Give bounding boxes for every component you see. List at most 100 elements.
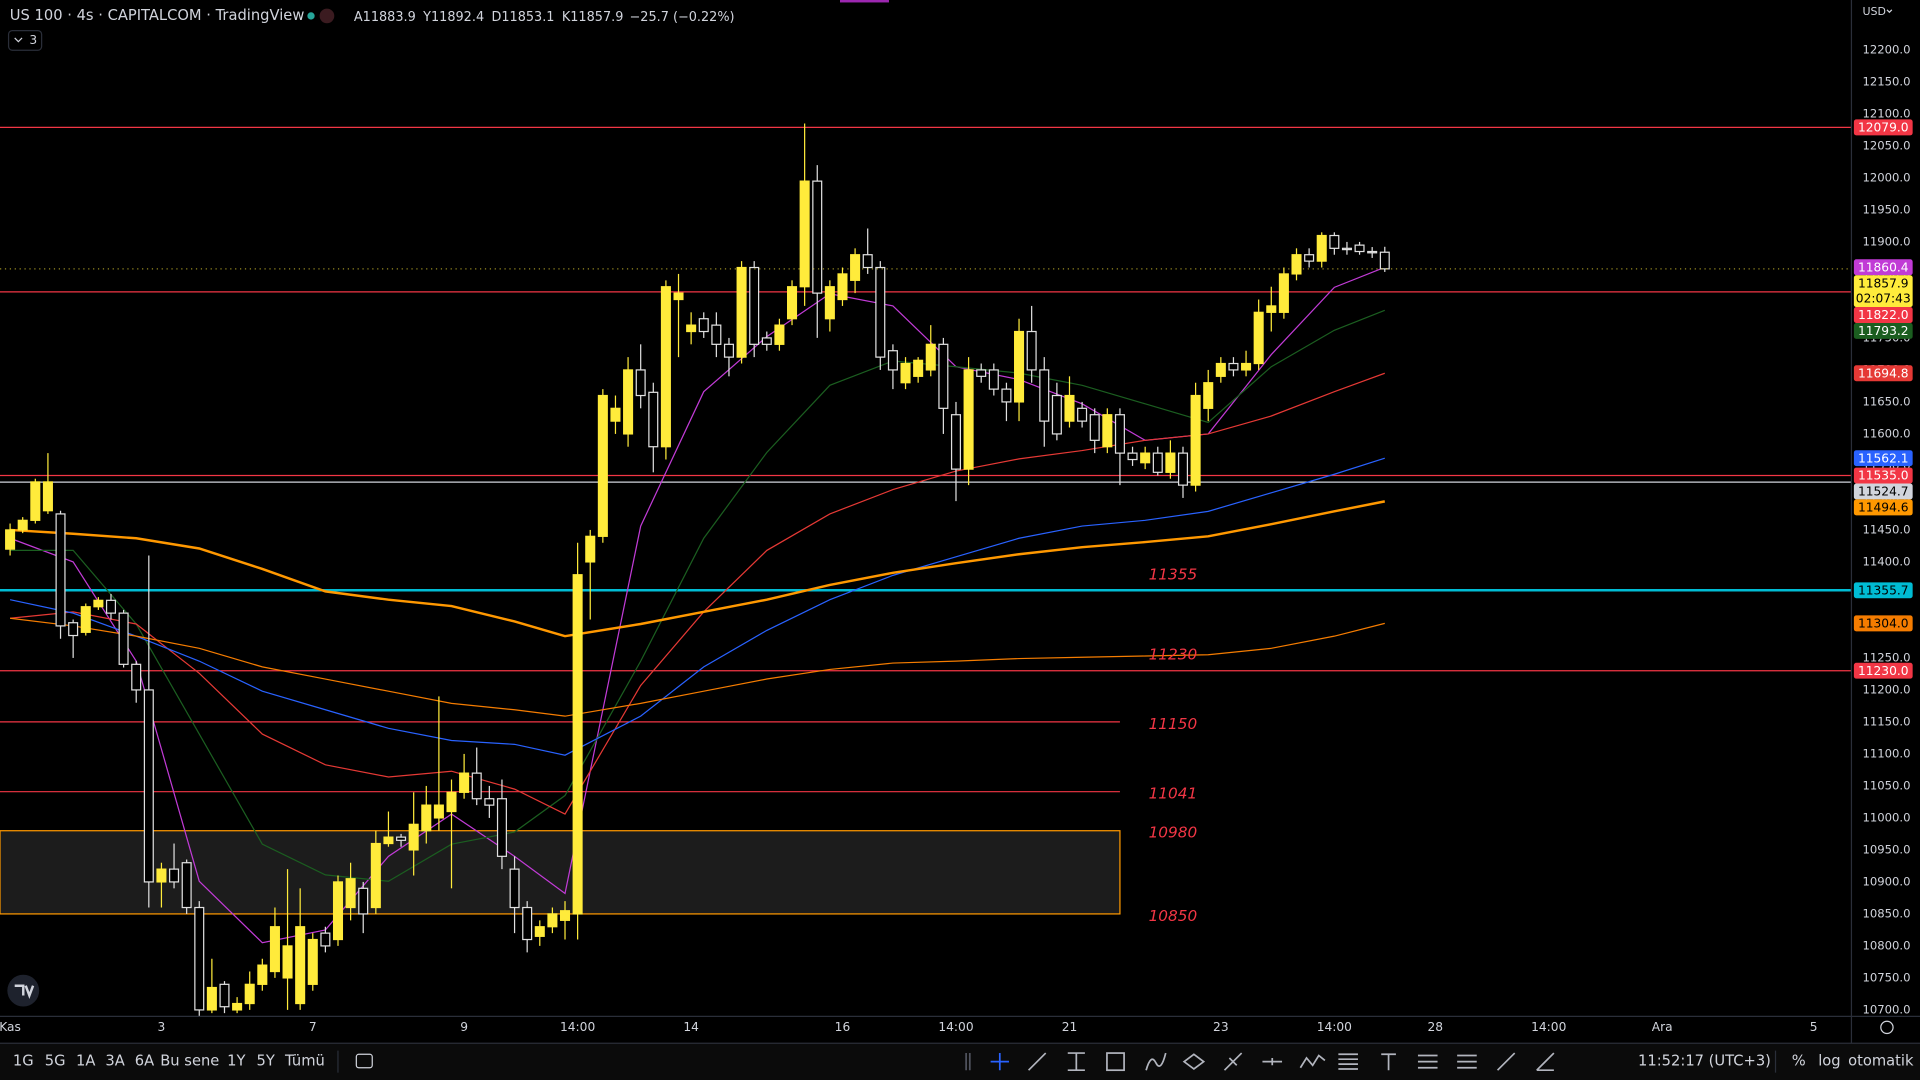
x-tick-label: 14:00 bbox=[1317, 1020, 1352, 1034]
settings-icon[interactable] bbox=[1880, 1020, 1894, 1035]
price-badge-label: 11694.8 bbox=[1858, 366, 1909, 380]
price-badge bbox=[1853, 365, 1913, 382]
indicator-toggle[interactable] bbox=[7, 30, 43, 51]
level-annotation: 11041 bbox=[1149, 785, 1198, 803]
candle-body bbox=[1039, 369, 1050, 422]
candle-body bbox=[597, 394, 608, 537]
chevron-icon bbox=[14, 37, 23, 43]
ohlc-letter: A bbox=[354, 10, 363, 25]
scale-option[interactable]: % bbox=[1792, 1053, 1806, 1070]
currency[interactable]: USD bbox=[1862, 5, 1886, 18]
x-tick-label: 7 bbox=[309, 1020, 317, 1034]
bottom-toolbar bbox=[0, 1043, 1920, 1080]
candle-body bbox=[1089, 414, 1100, 441]
candle-body bbox=[257, 964, 268, 985]
y-tick-label: 10850.0 bbox=[1862, 906, 1910, 920]
candle-body bbox=[17, 519, 28, 531]
candle-body bbox=[42, 481, 53, 512]
symbol-title: US 100 · 4s · CAPITALCOM · TradingView bbox=[10, 7, 305, 24]
candle-body bbox=[1140, 452, 1151, 464]
candle-body bbox=[1266, 305, 1277, 313]
price-badge bbox=[1853, 615, 1913, 632]
price-badge bbox=[1853, 467, 1913, 484]
y-tick-label: 11150.0 bbox=[1862, 714, 1910, 728]
indicator-count: 3 bbox=[29, 33, 37, 47]
zone bbox=[0, 830, 1121, 915]
candle-body bbox=[749, 266, 760, 345]
date-range-icon[interactable] bbox=[355, 1053, 373, 1069]
range-button[interactable]: 1Y bbox=[227, 1053, 245, 1070]
price-badge-label: 11562.1 bbox=[1858, 451, 1909, 465]
candle-body bbox=[345, 878, 356, 909]
candle-body bbox=[1177, 452, 1189, 486]
candle-body bbox=[80, 606, 91, 633]
candle-body bbox=[623, 369, 634, 435]
ruler-tool[interactable] bbox=[1223, 1052, 1243, 1071]
candle-body bbox=[169, 868, 180, 883]
range-button[interactable]: 3A bbox=[105, 1053, 124, 1070]
candle-body bbox=[900, 362, 911, 384]
lines-tool[interactable] bbox=[1338, 1053, 1358, 1070]
candle-body bbox=[787, 286, 798, 320]
projection-tool[interactable] bbox=[1299, 1054, 1326, 1069]
candle-body bbox=[307, 938, 318, 985]
range-button[interactable]: 1G bbox=[13, 1053, 34, 1070]
pen-tool[interactable] bbox=[1496, 1052, 1516, 1071]
range-button[interactable]: Tümü bbox=[284, 1053, 325, 1070]
y-tick-label: 12150.0 bbox=[1862, 74, 1910, 88]
ohlc-value: 11883.9 bbox=[363, 10, 416, 25]
scale-option[interactable]: otomatik bbox=[1848, 1053, 1914, 1070]
channel-tool[interactable] bbox=[1457, 1054, 1477, 1069]
candle-body bbox=[459, 772, 470, 793]
price-badge-label: 11793.2 bbox=[1858, 324, 1909, 338]
candle-body bbox=[1228, 362, 1239, 371]
range-button[interactable]: 1A bbox=[76, 1053, 95, 1070]
y-tick-label: 10750.0 bbox=[1862, 970, 1910, 984]
scale-option[interactable]: log bbox=[1818, 1053, 1840, 1070]
candle-body bbox=[850, 254, 861, 281]
range-button[interactable]: 5G bbox=[45, 1053, 66, 1070]
candle-body bbox=[774, 324, 785, 345]
candle-body bbox=[950, 414, 962, 470]
level-annotation: 10850 bbox=[1149, 907, 1198, 925]
range-button[interactable]: Bu sene bbox=[160, 1053, 219, 1070]
range-button[interactable]: 5Y bbox=[257, 1053, 275, 1070]
eraser-tool[interactable] bbox=[1536, 1052, 1555, 1072]
candle-body bbox=[433, 804, 444, 819]
candle-body bbox=[1001, 388, 1012, 403]
tv-logo-glyph bbox=[14, 984, 35, 999]
pattern-tool[interactable] bbox=[1182, 1053, 1206, 1071]
candle-body bbox=[1014, 330, 1025, 403]
price-badge bbox=[1853, 483, 1913, 500]
x-tick-label: 9 bbox=[460, 1020, 468, 1034]
level-annotation: 11355 bbox=[1149, 565, 1198, 583]
text-tool[interactable] bbox=[1381, 1053, 1396, 1071]
ohlc-letter: D bbox=[491, 10, 501, 25]
y-tick-label: 12000.0 bbox=[1862, 170, 1910, 184]
y-tick-label: 11200.0 bbox=[1862, 682, 1910, 696]
candle-body bbox=[1026, 330, 1037, 371]
grid-tool[interactable] bbox=[1417, 1054, 1438, 1069]
candle-body bbox=[1379, 251, 1390, 270]
candle-body bbox=[181, 862, 192, 909]
candle-body bbox=[1253, 311, 1264, 365]
y-tick-label: 11000.0 bbox=[1862, 810, 1910, 824]
range-button[interactable]: 6A bbox=[135, 1053, 154, 1070]
moving-average bbox=[9, 457, 1385, 756]
candle-body bbox=[1354, 244, 1365, 253]
fib-tool[interactable] bbox=[1067, 1052, 1085, 1072]
price-badge-label: 11355.7 bbox=[1858, 583, 1909, 597]
y-tick-label: 12050.0 bbox=[1862, 138, 1910, 152]
measure-tool[interactable] bbox=[1262, 1057, 1283, 1066]
crosshair-tool[interactable] bbox=[990, 1053, 1009, 1071]
shape-tool[interactable] bbox=[1106, 1052, 1125, 1072]
x-tick-label: 14:00 bbox=[938, 1020, 973, 1034]
brush-tool[interactable] bbox=[1145, 1052, 1167, 1071]
candle-body bbox=[572, 574, 583, 915]
candle-body bbox=[194, 906, 205, 1011]
ohlc-letter: K bbox=[562, 10, 571, 25]
ohlc-value: 11892.4 bbox=[431, 10, 484, 25]
candle-body bbox=[913, 359, 924, 377]
trendline-tool[interactable] bbox=[1027, 1052, 1047, 1071]
